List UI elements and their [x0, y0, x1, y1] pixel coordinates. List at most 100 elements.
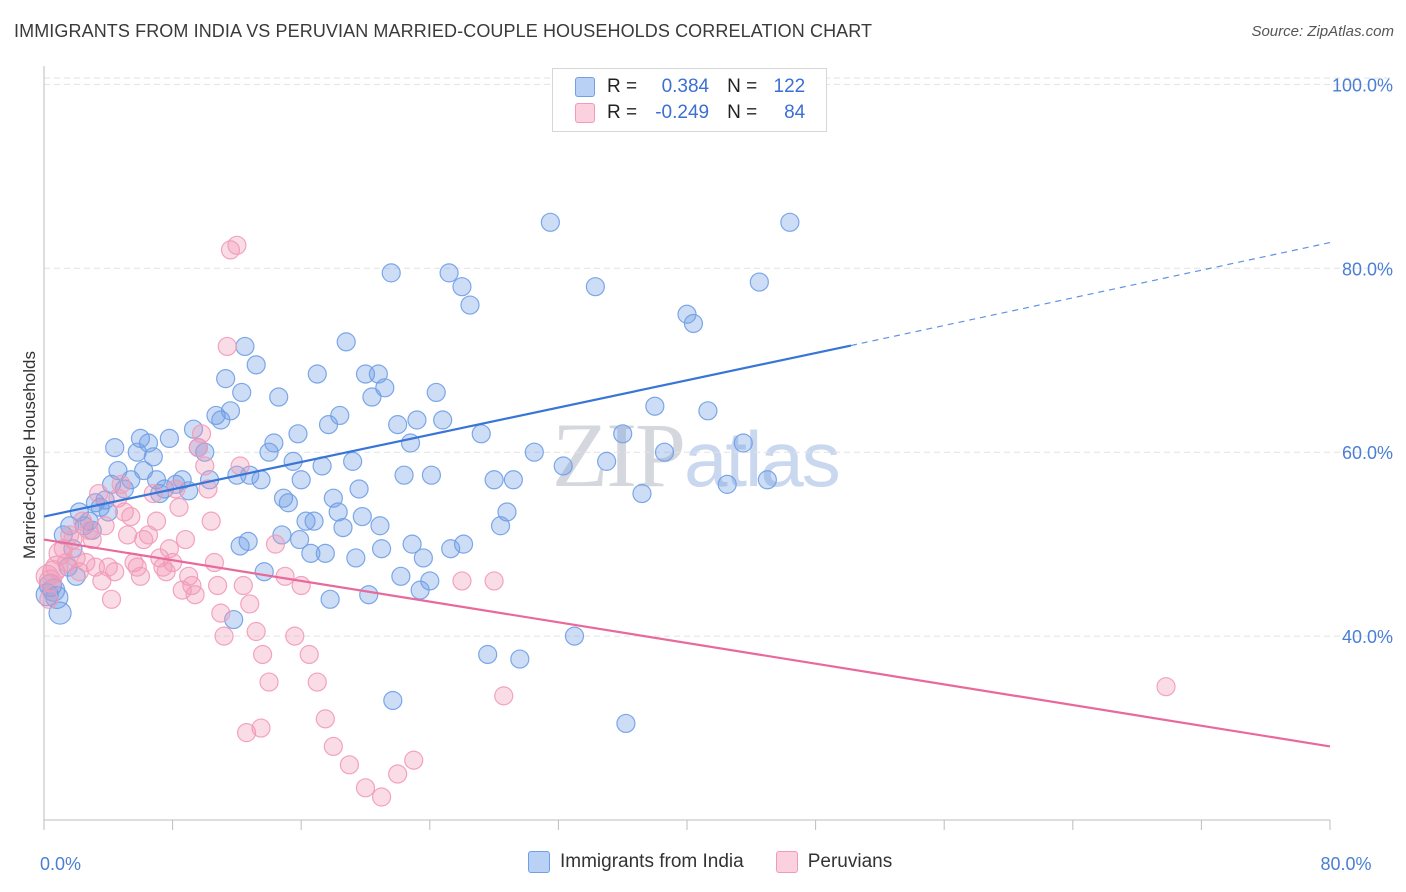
trend-lines [43, 241, 1331, 748]
peru-point [76, 552, 96, 573]
legend-label-india: Immigrants from India [560, 851, 744, 872]
india-point [315, 543, 335, 563]
india-point [460, 295, 480, 315]
peru-point [494, 686, 514, 706]
legend-n-value: 84 [784, 102, 806, 123]
peru-point [355, 778, 376, 798]
legend-n-label: N = [727, 102, 758, 123]
india-point [717, 474, 737, 494]
legend-item-india: Immigrants from India [528, 851, 744, 873]
india-point [105, 437, 125, 458]
india-point [48, 601, 72, 625]
peru-point [484, 571, 504, 591]
peru-point [323, 736, 343, 757]
india-point [540, 212, 560, 232]
india-point [216, 369, 236, 389]
y-tick-label: 40.0% [1342, 627, 1393, 647]
india-point [757, 470, 777, 490]
india-point [632, 483, 652, 504]
peru-point [233, 575, 253, 596]
peru-point [82, 529, 102, 550]
india-point [143, 447, 163, 467]
peru-point [259, 672, 279, 692]
peru-point [339, 755, 360, 775]
peru-point [388, 764, 408, 784]
peru-point [307, 672, 327, 692]
peru-point [45, 555, 69, 579]
peru-point [246, 621, 266, 642]
india-point [524, 442, 544, 462]
peru-point [230, 456, 250, 476]
india-point [391, 566, 411, 586]
india-point [433, 410, 453, 430]
india-point [371, 539, 392, 559]
india-point [597, 451, 617, 471]
peru-point [111, 474, 131, 494]
india-point [349, 479, 369, 499]
india-point [564, 626, 585, 646]
watermark: ZIPatlas [552, 402, 841, 508]
correlation-legend: R = 0.384 N = 122 R = -0.249 N = 84 [552, 68, 827, 132]
india-point [413, 548, 433, 568]
peru-point [1156, 677, 1176, 697]
peru-point [95, 516, 115, 536]
peru-point [185, 585, 205, 605]
y-tick-label: 80.0% [1342, 259, 1393, 279]
india-point [35, 583, 59, 607]
india-point [346, 548, 366, 568]
x-tick-label: 80.0% [1320, 854, 1371, 874]
india-point [159, 428, 179, 449]
india-point [439, 263, 459, 283]
legend-n-value: 122 [773, 76, 806, 97]
india-point [264, 433, 284, 453]
peru-point [251, 718, 271, 738]
india-point [370, 516, 390, 536]
y-axis-title: Married-couple Households [20, 351, 39, 559]
legend-r-value: 0.384 [661, 76, 710, 97]
india-point [394, 465, 414, 485]
legend-swatch-india [575, 77, 595, 97]
peru-point [117, 525, 138, 545]
india-point [410, 580, 430, 600]
india-point [220, 401, 241, 421]
trend-line-peru [43, 538, 1331, 748]
source-label: Source: ZipAtlas.com [1251, 23, 1394, 40]
peru-point [208, 575, 228, 596]
peru-point [89, 483, 109, 504]
legend-row-india: R = 0.384 N = 122 [575, 75, 805, 99]
india-point [375, 378, 395, 398]
india-point [471, 424, 491, 444]
peru-point [146, 511, 167, 531]
legend-r-label: R = [607, 76, 638, 97]
peru-point [175, 529, 196, 550]
peru-point [198, 479, 218, 499]
trend-line-india-projection [850, 241, 1331, 347]
peru-point [169, 497, 189, 517]
india-point [553, 456, 573, 476]
india-point [616, 713, 636, 734]
india-point [402, 534, 422, 554]
peru-point [236, 723, 257, 743]
peru-point [217, 336, 237, 357]
india-point [452, 277, 472, 297]
legend-swatch-india [528, 851, 550, 873]
trend-line-india [43, 344, 852, 518]
peru-point [35, 564, 59, 588]
india-point [453, 534, 474, 554]
india-point [278, 493, 298, 513]
legend-row-peru: R = -0.249 N = 84 [575, 101, 805, 125]
india-point [291, 470, 311, 490]
peru-point [101, 589, 122, 609]
india-point [645, 396, 665, 416]
india-point [683, 313, 704, 334]
watermark-atlas: atlas [684, 415, 841, 503]
watermark-zip: ZIP [552, 404, 686, 506]
india-point [288, 424, 308, 444]
india-point [698, 401, 718, 421]
india-point [585, 277, 605, 297]
peru-point [163, 552, 183, 573]
india-point [304, 511, 324, 531]
peru-point [195, 456, 215, 476]
legend-swatch-peru [775, 851, 798, 873]
